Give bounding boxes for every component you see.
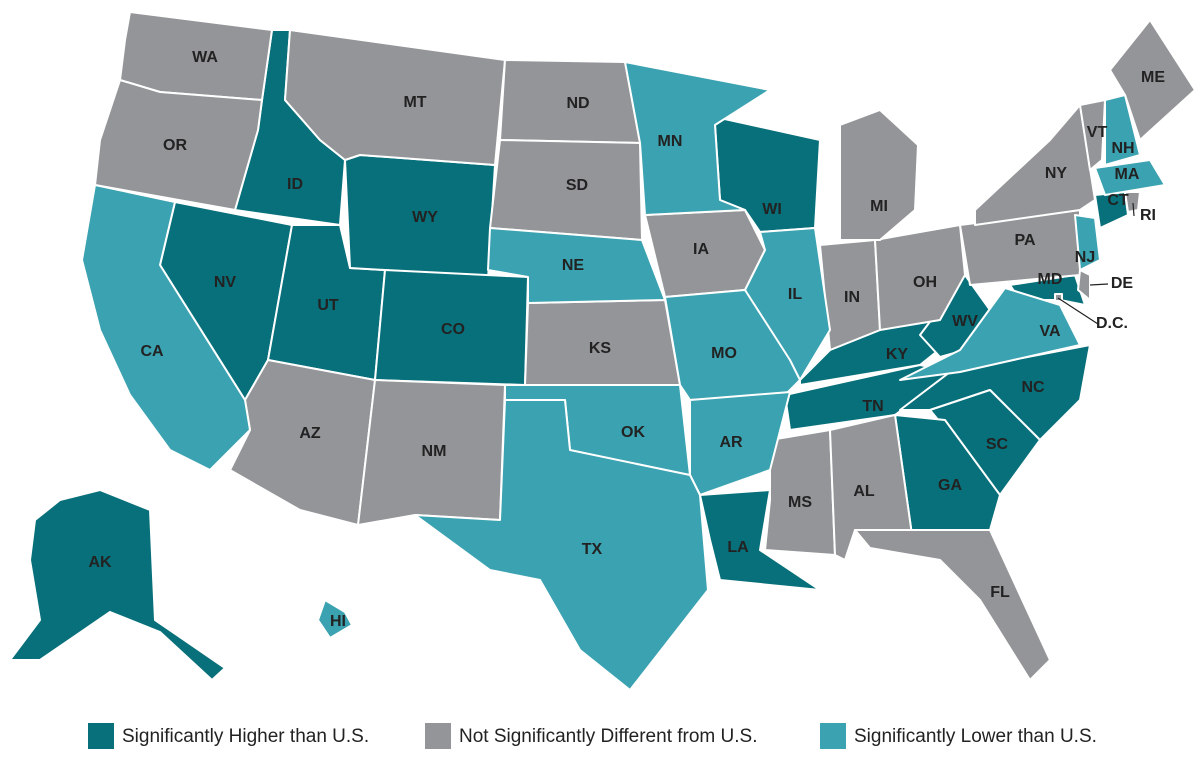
state	[764, 429, 836, 556]
state-label: D.C.	[1096, 315, 1128, 332]
state-label: OR	[163, 137, 187, 154]
state-label: AK	[88, 554, 112, 571]
state-label: AL	[853, 483, 875, 500]
state	[1124, 191, 1141, 213]
state-label: PA	[1014, 232, 1035, 249]
state-label: NJ	[1075, 249, 1095, 266]
state-label: MO	[711, 345, 737, 362]
state	[974, 104, 1096, 226]
state	[689, 391, 791, 496]
state	[1104, 94, 1141, 166]
state	[899, 287, 1081, 381]
legend-swatch	[425, 723, 451, 749]
state-label: OK	[621, 424, 645, 441]
labels-layer: AK ID NV UT WY CO WI KY WV TN NC SC GA LA CT MD WA OR MT ND…	[88, 49, 1165, 630]
state-label: LA	[727, 539, 749, 556]
state-label: NM	[422, 443, 447, 460]
state-label: NE	[562, 257, 585, 274]
legend-label: Significantly Lower than U.S.	[854, 726, 1097, 747]
state	[317, 599, 353, 639]
state-label: MT	[403, 94, 426, 111]
state-label: ND	[566, 95, 589, 112]
state-label: KY	[886, 346, 909, 363]
state-label: TX	[582, 541, 603, 558]
state-label: ME	[1141, 69, 1165, 86]
state-label: OH	[913, 274, 937, 291]
state-label: FL	[990, 584, 1010, 601]
state-label: ID	[287, 176, 303, 193]
state	[1077, 269, 1091, 301]
state	[624, 61, 771, 216]
state-label: CT	[1107, 192, 1129, 209]
state-label: NH	[1111, 140, 1134, 157]
state-label: VA	[1039, 323, 1060, 340]
state-label: WY	[412, 209, 438, 226]
state-label: NC	[1021, 379, 1045, 396]
state-label: WV	[952, 313, 978, 330]
state-label: MI	[870, 198, 888, 215]
state-label: GA	[938, 477, 962, 494]
state	[414, 399, 709, 691]
state-label: VT	[1087, 124, 1108, 141]
state-label: CO	[441, 321, 465, 338]
state	[1094, 159, 1166, 196]
state-label: DE	[1111, 275, 1134, 292]
legend-label: Not Significantly Different from U.S.	[459, 726, 757, 747]
state-label: AZ	[299, 425, 321, 442]
state-label: MN	[658, 133, 683, 150]
state	[1079, 99, 1106, 171]
state-label: IN	[844, 289, 860, 306]
state-label: RI	[1140, 207, 1156, 224]
state-label: IA	[693, 241, 709, 258]
legend: Significantly Higher than U.S. Not Signif…	[88, 723, 1097, 749]
state-label: NV	[214, 274, 237, 291]
state-label: MD	[1038, 271, 1063, 288]
state-label: IL	[788, 286, 802, 303]
legend-swatch	[820, 723, 846, 749]
state-label: MA	[1115, 166, 1140, 183]
state-label: AR	[719, 434, 743, 451]
state	[94, 79, 263, 211]
state-label: NY	[1045, 165, 1068, 182]
state-label: SD	[566, 177, 588, 194]
leader-line	[1057, 297, 1099, 325]
state	[839, 109, 919, 241]
state-label: TN	[862, 398, 883, 415]
state-label: UT	[317, 297, 339, 314]
state	[874, 224, 966, 331]
state	[81, 184, 251, 471]
state	[1109, 19, 1196, 141]
legend-swatch	[88, 723, 114, 749]
leader-line	[1132, 202, 1135, 217]
state-label: WI	[762, 201, 782, 218]
state-label: WA	[192, 49, 218, 66]
leader-line	[1089, 283, 1109, 286]
state	[664, 289, 801, 401]
state	[1074, 214, 1101, 271]
state	[487, 227, 666, 304]
state-label: KS	[589, 340, 612, 357]
states-layer	[9, 11, 1196, 691]
state-label: CA	[140, 343, 164, 360]
state-label: MS	[788, 494, 812, 511]
legend-label: Significantly Higher than U.S.	[122, 726, 369, 747]
state	[854, 529, 1051, 681]
state	[9, 489, 226, 681]
state-label: SC	[986, 436, 1009, 453]
state-label: HI	[330, 613, 346, 630]
